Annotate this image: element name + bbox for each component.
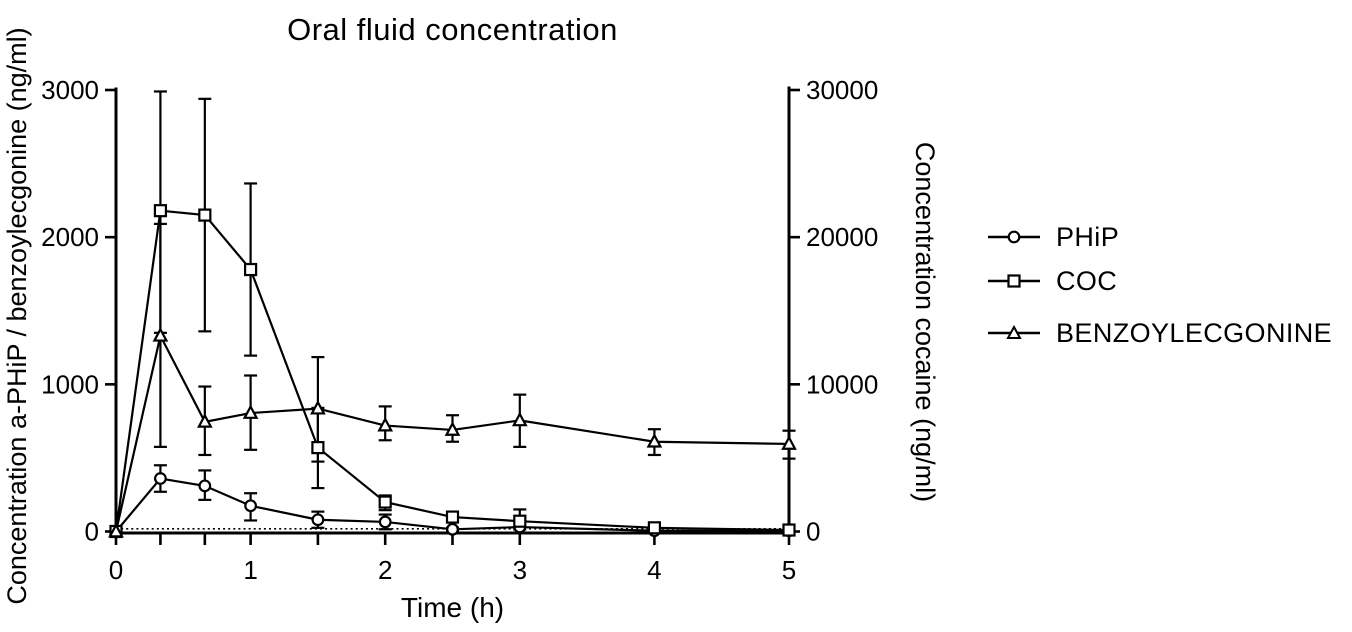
tick-label: 3000: [41, 75, 99, 105]
series-markers-benzoylecgonine: [108, 327, 797, 538]
tick-label: 10000: [806, 369, 878, 399]
legend-label: BENZOYLECGONINE: [1056, 317, 1333, 348]
error-bars-coc: [153, 90, 661, 531]
series-line-coc: [114, 209, 790, 532]
legend-item-benzoylecgonine: BENZOYLECGONINE: [986, 318, 1332, 348]
legend-label: COC: [1056, 265, 1118, 296]
legend-label: PHiP: [1056, 221, 1120, 252]
phip-circle-marker-icon: [988, 230, 1040, 244]
tick-label: 0: [85, 517, 99, 547]
tick-label: 2000: [41, 222, 99, 252]
series-markers-coc: [109, 204, 796, 539]
tick-label: 1000: [41, 369, 99, 399]
tick-label: 30000: [806, 75, 878, 105]
tick-label: 3: [513, 555, 527, 585]
legend-item-phip: PHiP: [986, 222, 1119, 252]
series-line-benzoylecgonine: [114, 332, 790, 532]
tick-label: 4: [647, 555, 661, 585]
tick-label: 20000: [806, 222, 878, 252]
x-axis-label: Time (h): [400, 592, 505, 623]
benzoylecgonine-triangle-marker-icon: [988, 325, 1040, 339]
error-bars-phip: [153, 464, 796, 532]
series-line-phip: [115, 477, 789, 533]
series-lines: [114, 209, 790, 533]
coc-square-marker-icon: [988, 274, 1040, 288]
chart-title: Oral fluid concentration: [287, 12, 618, 47]
tick-label: 1: [243, 555, 257, 585]
tick-label: 0: [806, 517, 820, 547]
error-bars: [153, 90, 796, 532]
legend-item-coc: COC: [986, 266, 1117, 296]
series-markers-phip: [109, 472, 796, 538]
axes: [105, 86, 800, 545]
tick-label: 2: [378, 555, 392, 585]
series-markers: [108, 204, 797, 539]
tick-label: 0: [109, 555, 123, 585]
tick-label: 5: [782, 555, 796, 585]
